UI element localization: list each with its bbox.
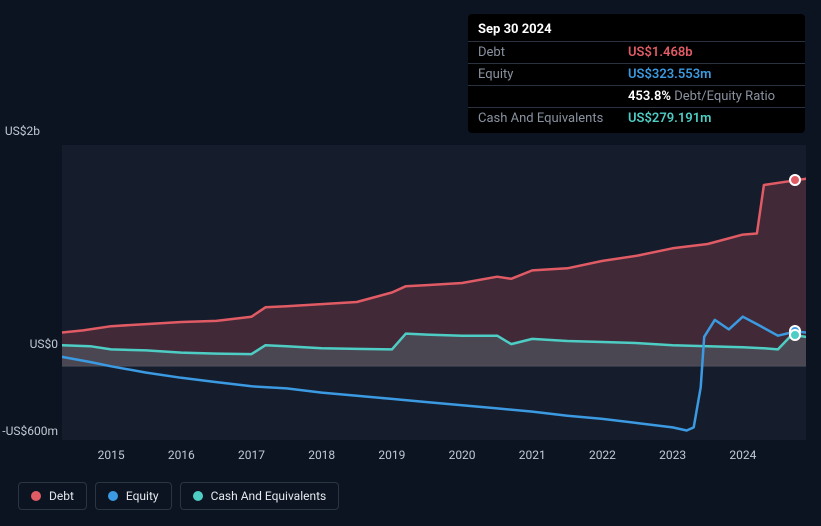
legend-label: Cash And Equivalents bbox=[211, 489, 327, 503]
x-axis-label: 2022 bbox=[589, 448, 616, 462]
legend-label: Debt bbox=[49, 489, 74, 503]
tooltip-row: DebtUS$1.468b bbox=[468, 41, 805, 63]
x-axis-label: 2023 bbox=[659, 448, 686, 462]
y-axis-label-top: US$2b bbox=[0, 124, 40, 138]
x-axis-label: 2021 bbox=[519, 448, 546, 462]
series-marker bbox=[789, 174, 801, 186]
x-axis-label: 2024 bbox=[729, 448, 756, 462]
legend-label: Equity bbox=[126, 489, 159, 503]
chart-plot[interactable] bbox=[62, 145, 806, 440]
x-axis-label: 2019 bbox=[378, 448, 405, 462]
x-axis-label: 2016 bbox=[168, 448, 195, 462]
legend-item[interactable]: Equity bbox=[95, 482, 172, 510]
chart-svg bbox=[62, 145, 806, 440]
data-tooltip: Sep 30 2024 DebtUS$1.468bEquityUS$323.55… bbox=[468, 14, 805, 133]
x-axis-label: 2015 bbox=[98, 448, 125, 462]
tooltip-row-value: US$1.468b bbox=[628, 45, 795, 60]
tooltip-row-label: Equity bbox=[478, 67, 628, 82]
chart-area: US$0 -US$600m bbox=[18, 145, 806, 440]
tooltip-row-value: 453.8% Debt/Equity Ratio bbox=[628, 89, 795, 104]
tooltip-row: EquityUS$323.553m bbox=[468, 63, 805, 85]
legend-swatch bbox=[193, 491, 203, 501]
tooltip-row-value: US$323.553m bbox=[628, 67, 795, 82]
x-axis-label: 2020 bbox=[449, 448, 476, 462]
legend-swatch bbox=[108, 491, 118, 501]
tooltip-row: Cash And EquivalentsUS$279.191m bbox=[468, 107, 805, 129]
chart-legend: Debt Equity Cash And Equivalents bbox=[18, 482, 339, 510]
tooltip-date: Sep 30 2024 bbox=[468, 18, 805, 41]
legend-item[interactable]: Cash And Equivalents bbox=[180, 482, 340, 510]
legend-swatch bbox=[31, 491, 41, 501]
legend-item[interactable]: Debt bbox=[18, 482, 87, 510]
tooltip-row: 453.8% Debt/Equity Ratio bbox=[468, 85, 805, 107]
y-axis-label-zero: US$0 bbox=[18, 337, 58, 351]
tooltip-row-value: US$279.191m bbox=[628, 111, 795, 126]
series-marker bbox=[789, 329, 801, 341]
x-axis-label: 2017 bbox=[238, 448, 265, 462]
x-axis-label: 2018 bbox=[308, 448, 335, 462]
tooltip-row-label: Cash And Equivalents bbox=[478, 111, 628, 126]
tooltip-row-label: Debt bbox=[478, 45, 628, 60]
x-axis: 2015 2016 2017 2018 2019 2020 2021 2022 2023 2024 bbox=[62, 448, 806, 468]
y-axis-label-bottom: -US$600m bbox=[0, 424, 58, 438]
tooltip-row-label bbox=[478, 89, 628, 104]
